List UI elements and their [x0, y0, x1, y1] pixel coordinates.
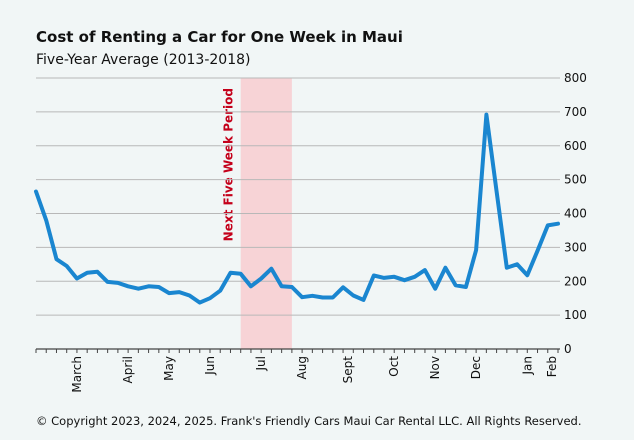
y-tick-label: 0	[564, 342, 572, 356]
y-tick-label: 700	[564, 105, 587, 119]
y-tick-label: 100	[564, 308, 587, 322]
y-tick-label: 300	[564, 240, 587, 254]
x-tick-label: Jul	[254, 356, 268, 371]
y-tick-label: 600	[564, 139, 587, 153]
y-axis-ticks: 0 100 200 300 400 500 600 700 800	[564, 71, 587, 356]
series-line	[34, 112, 560, 305]
x-tick-label: Jan	[520, 356, 534, 376]
y-tick-label: 800	[564, 71, 587, 85]
x-tick-label: April	[121, 356, 135, 383]
x-tick-label: Sept	[341, 356, 355, 384]
x-tick-label: Nov	[428, 356, 442, 379]
x-axis-ticks: March April May Jun Jul Aug Sept Oct Nov Dec Jan Fe…	[70, 356, 559, 393]
gridlines	[36, 77, 560, 316]
x-tick-label: March	[70, 356, 84, 393]
chart-title: Cost of Renting a Car for One Week in Ma…	[36, 28, 403, 46]
copyright-footer: © Copyright 2023, 2024, 2025. Frank's Fr…	[36, 414, 582, 428]
chart-subtitle: Five-Year Average (2013-2018)	[36, 52, 251, 68]
y-tick-label: 500	[564, 173, 587, 187]
x-tick-label: Aug	[295, 356, 309, 379]
x-tick-label: Dec	[469, 356, 483, 379]
y-tick-label: 200	[564, 274, 587, 288]
x-tick-label: Jun	[203, 356, 217, 376]
highlight-band-label: Next Five Week Period	[221, 88, 235, 241]
y-tick-label: 400	[564, 207, 587, 221]
x-tick-label: Feb	[545, 356, 559, 377]
series-layer	[34, 112, 560, 305]
x-axis	[35, 348, 560, 353]
line-chart: Next Five Week Period 0 100 200 300 400 500 60…	[34, 71, 587, 393]
x-tick-label: May	[162, 356, 176, 381]
x-tick-label: Oct	[387, 356, 401, 377]
